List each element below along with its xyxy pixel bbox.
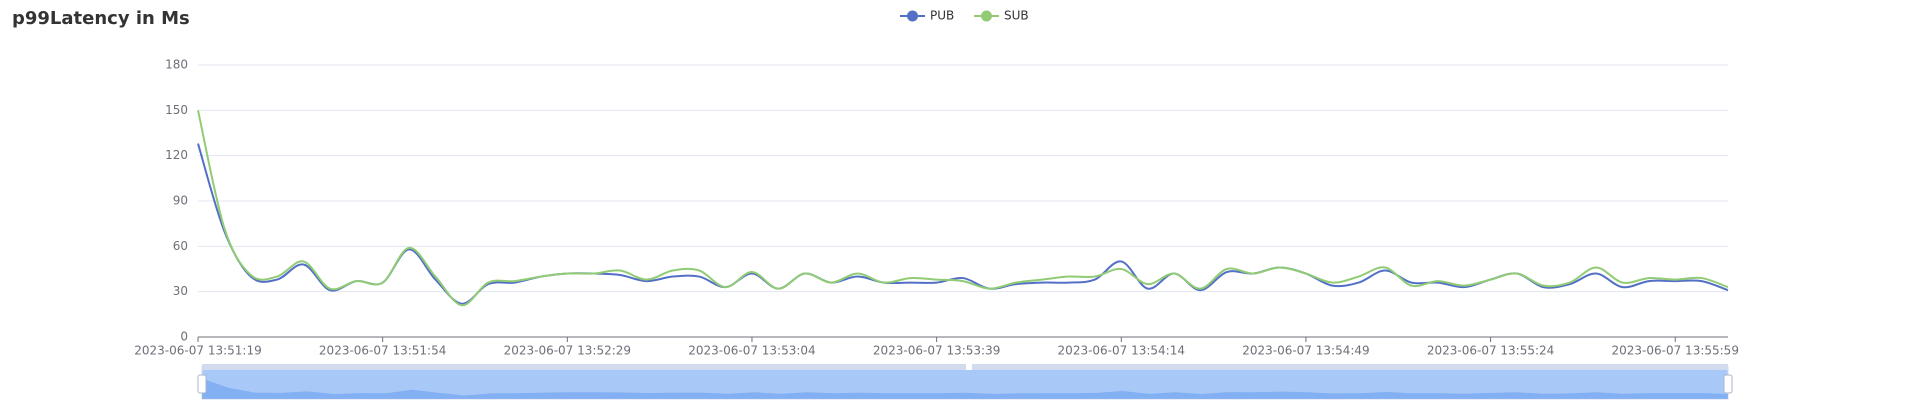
y-tick-label: 90 <box>173 194 188 208</box>
x-tick-label: 2023-06-07 13:53:04 <box>688 344 815 358</box>
legend-marker <box>981 10 992 22</box>
y-tick-label: 120 <box>165 148 188 162</box>
legend-label: SUB <box>1004 9 1029 23</box>
x-tick-label: 2023-06-07 13:54:14 <box>1058 344 1185 358</box>
line-series <box>197 110 1729 307</box>
x-tick-label: 2023-06-07 13:52:29 <box>504 344 631 358</box>
zoom-handle[interactable] <box>1723 374 1733 394</box>
zoom-top-bar <box>202 364 1728 370</box>
x-tick-label: 2023-06-07 13:55:59 <box>1612 344 1739 358</box>
y-tick-label: 180 <box>165 58 188 72</box>
y-tick-label: 30 <box>173 284 188 298</box>
chart-title: p99Latency in Ms <box>12 8 190 29</box>
legend-label: PUB <box>930 9 954 23</box>
x-tick-label: 2023-06-07 13:51:54 <box>319 344 446 358</box>
y-tick-label: 60 <box>173 239 188 253</box>
x-tick-label: 2023-06-07 13:51:19 <box>134 344 261 358</box>
x-tick-label: 2023-06-07 13:54:49 <box>1242 344 1369 358</box>
zoom-preview <box>202 378 1728 399</box>
y-tick-label: 150 <box>165 103 188 117</box>
zoom-handle[interactable] <box>197 374 207 394</box>
line-series <box>197 143 1729 305</box>
x-tick-label: 2023-06-07 13:53:39 <box>873 344 1000 358</box>
zoom-move-handle[interactable] <box>966 364 972 370</box>
y-tick-label: 0 <box>180 330 188 344</box>
legend-marker <box>907 10 918 22</box>
x-tick-label: 2023-06-07 13:55:24 <box>1427 344 1554 358</box>
